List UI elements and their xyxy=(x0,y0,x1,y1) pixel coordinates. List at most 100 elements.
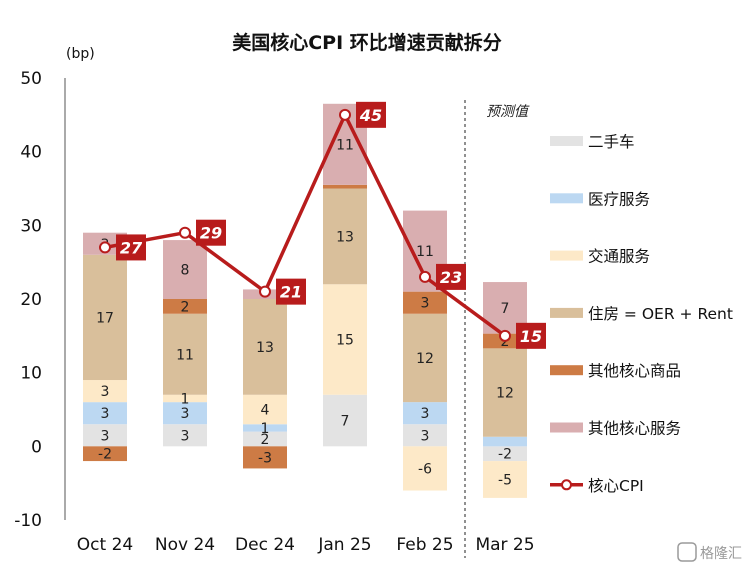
bar-segment xyxy=(243,431,287,447)
bar-segment xyxy=(483,446,527,462)
segment-value-label: 12 xyxy=(496,386,514,402)
segment-value-label: 3 xyxy=(421,296,430,312)
y-tick-label: 50 xyxy=(20,69,42,89)
watermark-text: 格隆汇 xyxy=(700,546,742,562)
x-tick-label: Nov 24 xyxy=(155,535,215,555)
bar-segment xyxy=(403,446,447,491)
watermark: 格隆汇 xyxy=(677,542,742,562)
segment-value-label: 3 xyxy=(421,428,430,444)
line-value-label: 23 xyxy=(440,268,462,287)
bar-segment xyxy=(483,461,527,498)
segment-value-label: 11 xyxy=(416,244,434,260)
chart-title: 美国核心CPI 环比增速贡献拆分 xyxy=(232,31,502,54)
legend-label: 其他核心商品 xyxy=(588,362,681,380)
line-point xyxy=(419,270,431,283)
segment-value-label: 1 xyxy=(181,391,190,407)
segment-value-label: 17 xyxy=(96,310,114,326)
bar-segment xyxy=(243,394,287,425)
segment-value-label: 12 xyxy=(416,351,434,367)
segment-value-label: -3 xyxy=(258,450,272,466)
segment-value-label: 11 xyxy=(176,347,194,363)
y-axis-unit: (bp) xyxy=(66,46,95,62)
bar-segment xyxy=(483,436,527,447)
bar-segment xyxy=(243,424,287,432)
forecast-label: 预测值 xyxy=(486,104,530,120)
bar-segment xyxy=(163,402,207,425)
legend-label: 二手车 xyxy=(588,133,635,151)
segment-value-label: 2 xyxy=(261,432,270,448)
stacked-bars: 33317-23331112821413-3715131133-612311-2… xyxy=(83,103,527,498)
point-label-box xyxy=(516,322,546,349)
axes: -10 0 10 20 30 40 50 Oct 24 Nov 24 Dec 24 Jan 25 Fe… xyxy=(14,69,535,558)
segment-value-label: 3 xyxy=(181,428,190,444)
bar-segment xyxy=(323,184,367,189)
segment-value-label: 8 xyxy=(181,263,190,279)
bar-segment xyxy=(403,402,447,425)
legend-label: 医疗服务 xyxy=(588,190,650,208)
segment-value-label: 15 xyxy=(336,333,354,349)
segment-value-label: 7 xyxy=(501,301,510,317)
line-point xyxy=(499,329,511,342)
bar-segment xyxy=(163,394,207,403)
point-label-box xyxy=(116,234,146,261)
bar-segment xyxy=(163,313,207,395)
x-tick-label: Dec 24 xyxy=(235,535,295,555)
bar-segment xyxy=(163,424,207,447)
y-tick-label: 20 xyxy=(20,290,42,310)
segment-value-label: 13 xyxy=(256,340,274,356)
bar-segment xyxy=(483,348,527,437)
point-label-box xyxy=(356,101,386,128)
segment-value-label: 13 xyxy=(336,229,354,245)
legend-swatch xyxy=(550,193,583,204)
legend-swatch xyxy=(550,365,583,376)
segment-value-label: -2 xyxy=(498,447,512,463)
x-tick-label: Mar 25 xyxy=(475,535,534,555)
y-tick-label: 0 xyxy=(31,437,42,457)
bar-segment xyxy=(323,394,367,447)
segment-value-label: 2 xyxy=(181,299,190,315)
segment-value-label: 7 xyxy=(341,414,350,430)
bar-segment xyxy=(403,291,447,314)
line-value-label: 15 xyxy=(520,327,542,346)
line-value-label: 27 xyxy=(120,238,143,257)
segment-value-label: 3 xyxy=(101,406,110,422)
bar-segment xyxy=(243,299,287,395)
bar-segment xyxy=(83,402,127,425)
segment-value-label: 4 xyxy=(261,403,270,419)
y-tick-label: 40 xyxy=(20,143,42,163)
point-label-box xyxy=(196,219,226,246)
bar-segment xyxy=(163,240,207,299)
bar-segment xyxy=(83,254,127,381)
x-tick-label: Jan 25 xyxy=(317,535,371,555)
line-value-label: 21 xyxy=(280,283,302,302)
line-point xyxy=(339,108,351,121)
legend-label: 其他核心服务 xyxy=(588,420,681,438)
y-tick-label: 10 xyxy=(20,364,42,384)
x-tick-label: Feb 25 xyxy=(396,535,453,555)
bar-segment xyxy=(323,284,367,395)
segment-value-label: -6 xyxy=(418,461,432,477)
line-point xyxy=(179,226,191,239)
segment-value-label: 11 xyxy=(336,137,354,153)
legend-swatch xyxy=(550,250,583,261)
watermark-logo-icon xyxy=(677,542,697,562)
y-tick-label: 30 xyxy=(20,216,42,236)
segment-value-label: 3 xyxy=(421,406,430,422)
x-tick-label: Oct 24 xyxy=(77,535,133,555)
legend-label: 住房 = OER + Rent xyxy=(588,305,733,323)
bar-segment xyxy=(83,380,127,403)
segment-value-label: 3 xyxy=(101,428,110,444)
segment-value-label: 2 xyxy=(501,334,510,350)
bar-segment xyxy=(323,188,367,285)
bar-segment xyxy=(83,446,127,462)
segment-value-label: 3 xyxy=(181,406,190,422)
segment-value-label: -5 xyxy=(498,472,512,488)
legend-swatch xyxy=(550,422,583,433)
line-value-label: 29 xyxy=(200,224,222,243)
bar-segment xyxy=(403,424,447,447)
segment-value-label: 1 xyxy=(261,421,270,437)
point-label-box xyxy=(276,278,306,305)
line-point xyxy=(99,241,111,254)
